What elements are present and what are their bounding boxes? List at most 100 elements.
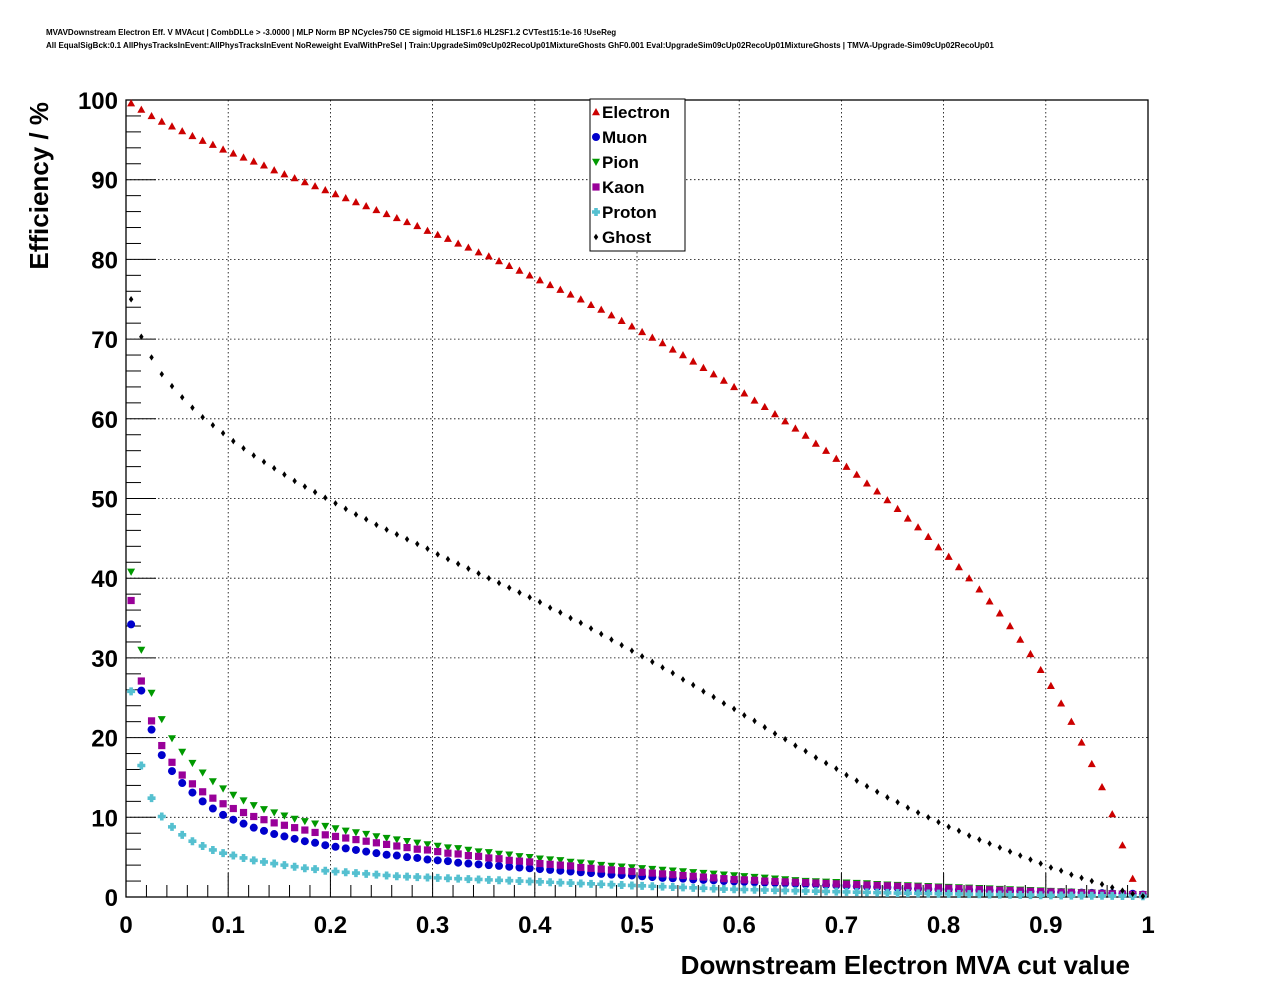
x-tick-label: 0.1 <box>212 912 245 939</box>
data-point-kaon <box>331 832 340 841</box>
data-point-kaon <box>168 758 176 766</box>
x-tick-label: 0.9 <box>1029 912 1062 939</box>
data-point-electron <box>576 295 585 303</box>
data-point-ghost <box>496 579 502 587</box>
data-point-kaon <box>955 885 963 893</box>
data-point-pion <box>239 797 248 805</box>
data-point-proton <box>392 872 401 881</box>
y-tick-label: 70 <box>91 327 118 354</box>
data-point-proton <box>903 889 912 898</box>
data-point-electron <box>157 117 166 125</box>
x-tick-labels: 0 0.1 0.2 0.3 0.4 0.5 0.6 0.7 0.8 0.9 1 <box>119 912 1154 939</box>
data-point-ghost <box>374 521 379 529</box>
data-point-proton <box>607 880 616 889</box>
data-point-electron <box>239 153 248 161</box>
data-point-ghost <box>527 594 532 601</box>
data-point-muon <box>219 810 228 819</box>
data-point-ghost <box>629 647 635 654</box>
data-point-electron <box>515 266 524 274</box>
data-point-pion <box>505 851 514 859</box>
data-point-electron <box>300 178 309 186</box>
x-tick-label: 0.5 <box>620 912 653 939</box>
data-point-electron <box>678 351 687 359</box>
data-point-kaon <box>137 677 145 685</box>
data-point-electron <box>1077 738 1086 746</box>
data-point-proton <box>403 872 412 881</box>
data-point-pion <box>351 829 360 837</box>
data-point-electron <box>597 305 606 313</box>
legend-label-pion: Pion <box>602 153 639 172</box>
data-point-kaon <box>393 842 401 850</box>
data-point-proton <box>975 890 984 899</box>
data-point-muon <box>300 837 309 846</box>
data-point-proton <box>1057 891 1066 900</box>
data-point-muon <box>515 863 524 872</box>
data-point-kaon <box>556 861 564 869</box>
data-point-electron <box>1006 622 1015 630</box>
data-point-electron <box>862 479 871 487</box>
data-point-muon <box>137 686 146 695</box>
data-point-ghost <box>609 636 614 643</box>
data-point-proton <box>382 871 391 880</box>
data-point-electron <box>208 140 217 148</box>
data-point-proton <box>1098 891 1107 900</box>
data-point-kaon <box>689 872 697 880</box>
data-point-electron <box>1046 681 1055 689</box>
data-point-ghost <box>159 370 165 378</box>
data-point-electron <box>454 239 463 247</box>
data-point-kaon <box>914 883 922 891</box>
data-point-muon <box>495 861 504 870</box>
data-point-proton <box>464 875 473 884</box>
data-point-proton <box>566 879 575 888</box>
data-point-electron <box>750 396 759 404</box>
data-point-ghost <box>384 526 389 533</box>
data-point-kaon <box>147 717 156 725</box>
data-point-proton <box>331 867 340 876</box>
data-point-pion <box>515 853 524 861</box>
data-point-proton <box>934 889 943 898</box>
data-point-electron <box>965 574 974 582</box>
data-point-proton <box>842 887 851 896</box>
data-point-pion <box>454 845 463 853</box>
data-point-ghost <box>977 836 982 843</box>
data-point-kaon <box>873 881 881 890</box>
data-point-electron <box>249 157 258 165</box>
data-point-ghost <box>772 730 778 737</box>
data-point-pion <box>341 827 350 835</box>
data-point-ghost <box>1007 848 1013 855</box>
data-point-electron <box>341 194 350 202</box>
data-point-electron <box>147 111 156 120</box>
data-point-muon <box>372 849 381 858</box>
data-point-kaon <box>904 883 912 891</box>
data-point-pion <box>290 815 299 823</box>
data-point-electron <box>689 357 698 365</box>
data-point-ghost <box>803 747 808 755</box>
data-point-kaon <box>178 771 186 779</box>
data-point-proton <box>1016 890 1025 899</box>
x-tick-label: 0.6 <box>723 912 756 939</box>
data-point-proton <box>954 889 963 898</box>
data-point-electron <box>822 446 831 454</box>
data-point-ghost <box>956 827 962 835</box>
data-point-proton <box>372 870 381 879</box>
data-point-proton <box>893 889 902 898</box>
data-point-muon <box>341 844 350 853</box>
data-point-proton <box>1006 890 1015 899</box>
data-point-kaon <box>372 839 380 847</box>
data-point-electron <box>423 226 432 234</box>
series-markers <box>127 99 1147 901</box>
data-point-pion <box>311 820 320 828</box>
data-point-proton <box>321 866 330 875</box>
data-point-proton <box>188 837 197 846</box>
data-point-electron <box>290 174 299 182</box>
data-point-pion <box>157 716 166 724</box>
data-point-proton <box>638 881 647 890</box>
legend-marker-kaon <box>592 183 600 191</box>
data-point-muon <box>321 841 330 850</box>
data-point-proton <box>822 887 831 896</box>
data-point-electron <box>903 514 912 522</box>
data-point-ghost <box>415 540 420 548</box>
data-point-electron <box>985 597 994 605</box>
data-point-proton <box>495 876 504 885</box>
data-point-proton <box>597 880 606 889</box>
